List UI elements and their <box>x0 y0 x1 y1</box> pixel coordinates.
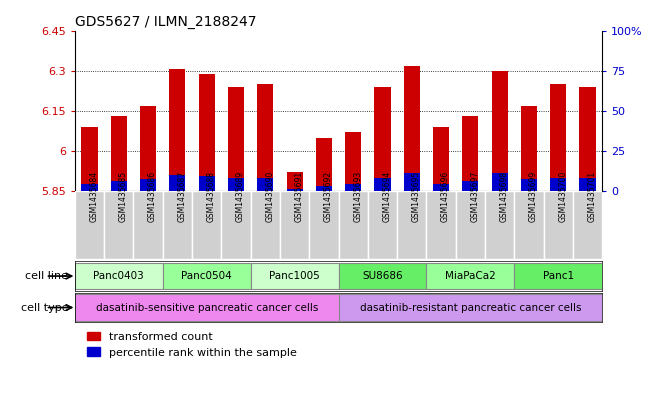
Bar <box>492 173 508 191</box>
Text: SU8686: SU8686 <box>362 271 403 281</box>
Bar <box>433 184 449 191</box>
Bar <box>257 84 273 191</box>
Bar <box>579 87 596 191</box>
Text: GSM1435691: GSM1435691 <box>294 171 303 222</box>
FancyBboxPatch shape <box>485 191 514 259</box>
Bar <box>169 69 186 191</box>
Bar <box>111 116 127 191</box>
FancyBboxPatch shape <box>280 191 309 259</box>
Bar <box>462 181 478 191</box>
Text: dasatinib-resistant pancreatic cancer cells: dasatinib-resistant pancreatic cancer ce… <box>359 303 581 312</box>
Text: GSM1435687: GSM1435687 <box>178 171 186 222</box>
Text: GDS5627 / ILMN_2188247: GDS5627 / ILMN_2188247 <box>75 15 256 29</box>
Bar <box>433 127 449 191</box>
FancyBboxPatch shape <box>544 191 573 259</box>
Bar <box>345 132 361 191</box>
FancyBboxPatch shape <box>251 263 339 289</box>
Bar <box>81 127 98 191</box>
FancyBboxPatch shape <box>339 294 602 321</box>
Bar <box>550 84 566 191</box>
Text: cell type: cell type <box>21 303 68 312</box>
Bar <box>462 116 478 191</box>
Text: GSM1435692: GSM1435692 <box>324 171 333 222</box>
FancyBboxPatch shape <box>251 191 280 259</box>
FancyBboxPatch shape <box>573 191 602 259</box>
Text: dasatinib-sensitive pancreatic cancer cells: dasatinib-sensitive pancreatic cancer ce… <box>96 303 318 312</box>
FancyBboxPatch shape <box>514 191 544 259</box>
Bar <box>199 74 215 191</box>
Bar <box>286 189 303 191</box>
Bar <box>228 87 244 191</box>
FancyBboxPatch shape <box>339 191 368 259</box>
Text: Panc0403: Panc0403 <box>94 271 144 281</box>
Bar <box>199 176 215 191</box>
Bar <box>374 178 391 191</box>
Text: GSM1435686: GSM1435686 <box>148 171 157 222</box>
Text: cell line: cell line <box>25 271 68 281</box>
Text: GSM1435693: GSM1435693 <box>353 171 362 222</box>
Bar <box>521 180 537 191</box>
FancyBboxPatch shape <box>397 191 426 259</box>
FancyBboxPatch shape <box>192 191 221 259</box>
Text: GSM1435700: GSM1435700 <box>559 171 567 222</box>
Bar <box>316 138 332 191</box>
Text: GSM1435694: GSM1435694 <box>383 171 391 222</box>
Text: GSM1435689: GSM1435689 <box>236 171 245 222</box>
Bar <box>492 71 508 191</box>
FancyBboxPatch shape <box>75 263 163 289</box>
Text: GSM1435696: GSM1435696 <box>441 171 450 222</box>
FancyBboxPatch shape <box>514 263 602 289</box>
Bar <box>140 180 156 191</box>
Text: GSM1435698: GSM1435698 <box>500 171 508 222</box>
Text: MiaPaCa2: MiaPaCa2 <box>445 271 495 281</box>
Text: GSM1435697: GSM1435697 <box>471 171 479 222</box>
Bar <box>111 181 127 191</box>
Bar <box>550 178 566 191</box>
Text: GSM1435690: GSM1435690 <box>266 171 274 222</box>
Bar <box>257 178 273 191</box>
Text: Panc1005: Panc1005 <box>270 271 320 281</box>
FancyBboxPatch shape <box>221 191 251 259</box>
Bar <box>316 186 332 191</box>
Bar <box>345 184 361 191</box>
Text: Panc0504: Panc0504 <box>182 271 232 281</box>
FancyBboxPatch shape <box>133 191 163 259</box>
Bar <box>81 184 98 191</box>
FancyBboxPatch shape <box>163 191 192 259</box>
FancyBboxPatch shape <box>339 263 426 289</box>
Bar <box>521 106 537 191</box>
FancyBboxPatch shape <box>368 191 397 259</box>
Text: GSM1435695: GSM1435695 <box>412 171 421 222</box>
FancyBboxPatch shape <box>163 263 251 289</box>
Text: GSM1435701: GSM1435701 <box>588 171 596 222</box>
Bar <box>404 66 420 191</box>
Text: Panc1: Panc1 <box>543 271 574 281</box>
Text: GSM1435685: GSM1435685 <box>119 171 128 222</box>
Text: GSM1435688: GSM1435688 <box>207 171 215 222</box>
Bar <box>169 174 186 191</box>
Text: GSM1435684: GSM1435684 <box>90 171 98 222</box>
Bar <box>228 178 244 191</box>
FancyBboxPatch shape <box>104 191 133 259</box>
FancyBboxPatch shape <box>75 294 339 321</box>
Bar <box>579 178 596 191</box>
FancyBboxPatch shape <box>426 263 514 289</box>
Bar <box>286 172 303 191</box>
Bar <box>140 106 156 191</box>
Bar <box>374 87 391 191</box>
FancyBboxPatch shape <box>426 191 456 259</box>
Text: GSM1435699: GSM1435699 <box>529 171 538 222</box>
Legend: transformed count, percentile rank within the sample: transformed count, percentile rank withi… <box>87 332 297 358</box>
FancyBboxPatch shape <box>456 191 485 259</box>
FancyBboxPatch shape <box>309 191 339 259</box>
FancyBboxPatch shape <box>75 191 104 259</box>
Bar <box>404 173 420 191</box>
